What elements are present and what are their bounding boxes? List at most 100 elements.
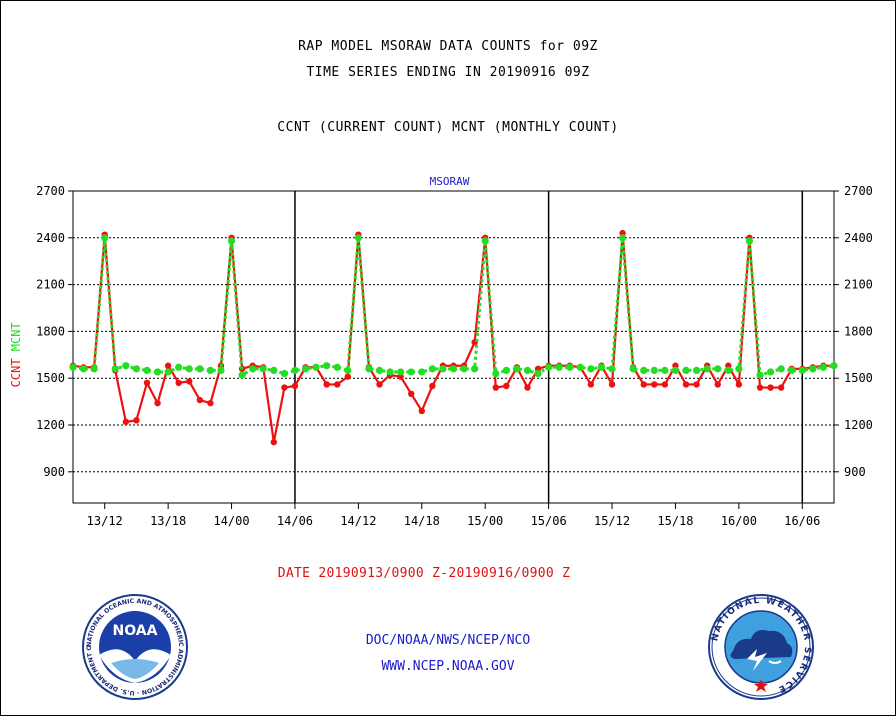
mcnt-point	[819, 363, 828, 371]
y-tick-label-right: 900	[844, 465, 866, 479]
y-label-mcnt: MCNT	[9, 322, 23, 351]
mcnt-point	[418, 368, 426, 376]
mcnt-point	[809, 365, 817, 373]
footer-org: DOC/NOAA/NWS/NCEP/NCO	[365, 633, 531, 648]
mcnt-point	[724, 366, 732, 374]
mcnt-point	[766, 368, 775, 376]
ccnt-point	[196, 396, 204, 404]
mcnt-point	[692, 366, 701, 374]
mcnt-point	[143, 366, 151, 374]
mcnt-point	[323, 362, 331, 370]
plot-area	[72, 190, 835, 504]
mcnt-point	[249, 365, 257, 373]
mcnt-point	[735, 365, 743, 373]
series-ccnt-line	[72, 233, 834, 443]
mcnt-point	[714, 365, 722, 373]
mcnt-point	[259, 365, 267, 373]
mcnt-point	[449, 365, 458, 373]
mcnt-point	[523, 366, 532, 374]
ccnt-point	[640, 381, 647, 388]
chart-title-line3: CCNT (CURRENT COUNT) MCNT (MONTHLY COUNT…	[277, 120, 619, 135]
mcnt-point	[703, 365, 711, 373]
x-tick-label: 15/18	[657, 514, 693, 528]
ccnt-point	[334, 381, 341, 388]
mcnt-point	[513, 365, 521, 373]
nws-logo: NATIONAL WEATHER SERVICE	[708, 594, 814, 700]
x-tick-label: 14/06	[277, 514, 313, 528]
mcnt-point	[90, 365, 98, 373]
mcnt-point	[333, 363, 341, 371]
mcnt-point	[354, 234, 362, 242]
ccnt-point	[756, 384, 764, 391]
ccnt-point	[693, 381, 700, 388]
mcnt-point	[175, 363, 183, 371]
ccnt-point	[175, 379, 182, 387]
ccnt-point	[651, 381, 658, 388]
ccnt-point	[503, 382, 510, 390]
ccnt-point	[291, 382, 299, 390]
mcnt-point	[460, 365, 468, 373]
ccnt-point	[714, 381, 721, 388]
mcnt-point	[439, 365, 447, 373]
ccnt-point	[524, 384, 531, 391]
y-tick-label-left: 900	[43, 465, 65, 479]
ccnt-point	[777, 384, 785, 391]
mcnt-point	[217, 366, 225, 374]
mcnt-point	[375, 366, 384, 374]
x-tick-label: 15/00	[467, 514, 503, 528]
mcnt-point	[280, 369, 288, 378]
mcnt-point	[196, 365, 204, 373]
footer-url[interactable]: WWW.NCEP.NOAA.GOV	[381, 659, 515, 674]
mcnt-point	[629, 365, 637, 373]
ccnt-point	[492, 384, 499, 391]
y-tick-label-left: 1500	[36, 371, 65, 385]
mcnt-point	[270, 366, 278, 374]
x-tick-label: 14/12	[340, 514, 376, 528]
mcnt-point	[777, 365, 785, 373]
y-tick-label-left: 1800	[36, 324, 65, 338]
mcnt-point	[745, 237, 754, 245]
mcnt-point	[206, 366, 215, 374]
mcnt-point	[69, 363, 77, 371]
mcnt-point	[122, 362, 130, 370]
mcnt-point	[291, 366, 299, 374]
mcnt-point	[344, 366, 352, 374]
y-tick-label-left: 2700	[36, 184, 65, 198]
x-tick-label: 14/18	[404, 514, 440, 528]
mcnt-point	[238, 371, 246, 379]
y-tick-label-left: 2100	[36, 278, 65, 292]
mcnt-point	[79, 365, 88, 373]
x-tick-label: 13/12	[87, 514, 123, 528]
mcnt-point	[185, 365, 193, 373]
ccnt-point	[682, 381, 690, 388]
mcnt-point	[545, 363, 553, 371]
mcnt-point	[407, 368, 415, 376]
mcnt-point	[301, 365, 310, 373]
mcnt-point	[756, 371, 764, 379]
mcnt-point	[619, 234, 627, 242]
mcnt-point	[682, 366, 690, 374]
plot-title: MSORAW	[430, 175, 470, 188]
mcnt-point	[798, 366, 806, 374]
mcnt-point	[576, 363, 584, 371]
ccnt-point	[186, 378, 193, 385]
noaa-logo-text: NOAA	[113, 623, 158, 639]
mcnt-point	[608, 365, 616, 373]
mcnt-point	[492, 369, 500, 378]
mcnt-point	[428, 365, 436, 373]
y-tick-label-right: 2100	[844, 278, 873, 292]
mcnt-point	[312, 363, 320, 371]
ccnt-point	[376, 381, 383, 388]
ccnt-point	[207, 399, 214, 407]
y-tick-label-right: 1800	[844, 324, 873, 338]
mcnt-point	[101, 234, 109, 242]
x-tick-label: 13/18	[150, 514, 186, 528]
mcnt-point	[566, 363, 574, 371]
ccnt-point	[164, 362, 172, 369]
ccnt-point	[661, 381, 669, 388]
ccnt-point	[133, 417, 140, 424]
ccnt-point	[587, 381, 595, 388]
y-tick-label-left: 2400	[36, 231, 65, 245]
